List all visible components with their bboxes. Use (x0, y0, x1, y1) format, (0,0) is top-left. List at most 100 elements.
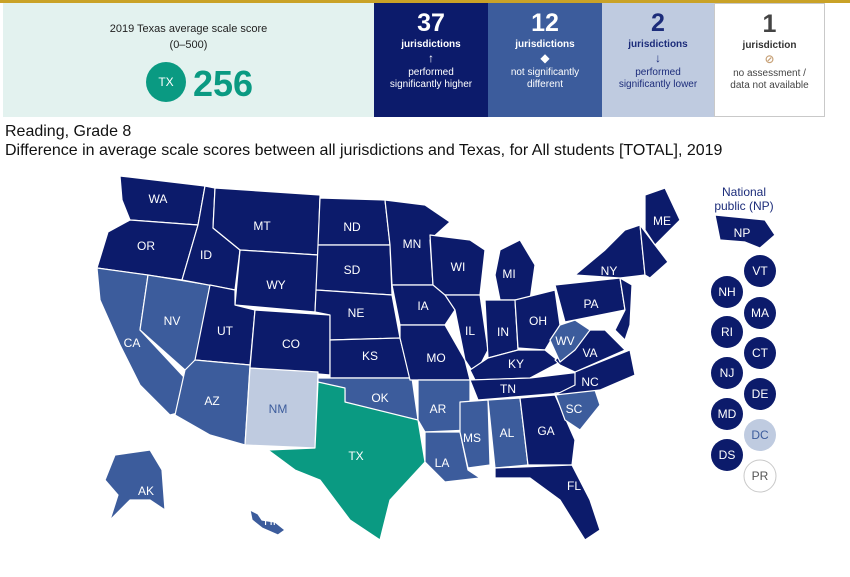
small-state-bubbles: VT NH MA RI CT NJ DE MD DC DS PR (711, 255, 777, 493)
state-HI[interactable] (249, 509, 286, 536)
state-NC[interactable] (554, 349, 636, 396)
label-NE: NE (348, 306, 365, 320)
label-RI: RI (721, 325, 733, 339)
label-OH: OH (529, 314, 547, 328)
bubble-VT[interactable] (744, 255, 776, 287)
label-ME: ME (653, 214, 671, 228)
state-MS[interactable] (459, 399, 491, 469)
bubble-DE[interactable] (744, 378, 776, 410)
no-data-icon: ⊘ (764, 52, 775, 66)
score-title: 2019 Texas average scale score (109, 23, 268, 35)
down-arrow-icon: ↓ (655, 51, 661, 65)
score-range: (0–500) (169, 39, 208, 51)
texas-score-value: 256 (193, 63, 254, 104)
category-desc: significantly lower (618, 79, 698, 90)
label-CT: CT (752, 346, 769, 360)
bubble-MD[interactable] (711, 398, 743, 430)
label-AK: AK (138, 484, 154, 498)
label-DS: DS (719, 448, 736, 462)
category-higher[interactable]: 37 jurisdictions ↑ performed significantl… (374, 3, 488, 117)
state-ME[interactable] (644, 187, 681, 246)
category-not-different[interactable]: 12 jurisdictions ◆ not significantly diff… (488, 3, 602, 117)
tx-badge: TX (146, 62, 186, 102)
state-GA[interactable] (519, 394, 576, 466)
label-KY: KY (508, 357, 524, 371)
diamond-icon: ◆ (540, 51, 550, 65)
state-TX[interactable] (267, 381, 426, 541)
label-SD: SD (344, 263, 361, 277)
label-ID: ID (200, 248, 212, 262)
label-WI: WI (451, 260, 466, 274)
label-NV: NV (164, 314, 181, 328)
label-HI: HI (264, 514, 276, 528)
label-NM: NM (269, 402, 288, 416)
state-AK[interactable] (104, 449, 181, 521)
label-WV: WV (555, 334, 574, 348)
np-title-line1: National (722, 185, 766, 199)
label-OK: OK (371, 391, 388, 405)
label-NY: NY (601, 264, 618, 278)
bubble-DC[interactable] (744, 419, 776, 451)
state-AZ[interactable] (174, 359, 251, 446)
category-count: 37 (417, 9, 445, 37)
category-lower[interactable]: 2 jurisdictions ↓ performed significantly… (602, 3, 714, 117)
label-MO: MO (426, 351, 445, 365)
label-OR: OR (137, 239, 155, 253)
label-KS: KS (362, 349, 378, 363)
category-unit: jurisdiction (742, 40, 797, 51)
label-VT: VT (752, 264, 768, 278)
bubble-NH[interactable] (711, 276, 743, 308)
state-WV[interactable] (549, 319, 591, 363)
category-count: 1 (762, 10, 777, 38)
category-desc: significantly higher (389, 79, 473, 90)
state-AR[interactable] (417, 379, 471, 433)
bubble-DS[interactable] (711, 439, 743, 471)
label-NP: NP (734, 226, 751, 240)
label-NJ: NJ (720, 366, 735, 380)
label-CO: CO (282, 337, 300, 351)
label-UT: UT (217, 324, 234, 338)
top-accent-rule (0, 0, 850, 3)
label-TX: TX (348, 449, 363, 463)
label-LA: LA (435, 456, 450, 470)
texas-score-panel: 2019 Texas average scale score (0–500) T… (3, 3, 374, 117)
state-new-england[interactable] (639, 224, 669, 279)
category-count: 2 (651, 9, 665, 37)
label-MD: MD (718, 407, 737, 421)
state-mid-atlantic[interactable] (614, 277, 633, 341)
label-TN: TN (500, 382, 516, 396)
state-FL[interactable] (494, 464, 601, 541)
category-desc: performed (635, 67, 681, 78)
summary-header: 2019 Texas average scale score (0–500) T… (3, 3, 825, 117)
label-ND: ND (343, 220, 361, 234)
label-NH: NH (718, 285, 735, 299)
chart-subject: Reading, Grade 8 (5, 123, 132, 140)
np-title-line2: public (NP) (714, 199, 773, 213)
national-public-map[interactable] (714, 214, 776, 249)
label-VA: VA (582, 346, 597, 360)
label-WY: WY (266, 278, 285, 292)
label-MI: MI (502, 267, 515, 281)
category-unit: jurisdictions (628, 39, 688, 50)
label-DE: DE (752, 387, 769, 401)
label-AZ: AZ (204, 394, 219, 408)
us-choropleth-map: WA OR CA NV ID MT WY UT CO AZ NM ND SD N… (96, 175, 777, 541)
bubble-NJ[interactable] (711, 357, 743, 389)
category-desc: performed (408, 67, 454, 78)
bubble-PR[interactable] (743, 459, 777, 493)
label-AL: AL (500, 426, 515, 440)
bubble-MA[interactable] (744, 297, 776, 329)
label-IL: IL (465, 324, 475, 338)
bubble-CT[interactable] (744, 337, 776, 369)
chart-description: Difference in average scale scores betwe… (5, 142, 723, 159)
label-CA: CA (124, 336, 141, 350)
label-MS: MS (463, 431, 481, 445)
category-no-data[interactable]: 1 jurisdiction ⊘ no assessment / data not… (714, 3, 825, 117)
label-MA: MA (751, 306, 769, 320)
label-GA: GA (537, 424, 554, 438)
bubble-RI[interactable] (711, 316, 743, 348)
label-PA: PA (583, 297, 598, 311)
category-desc: not significantly (510, 67, 580, 78)
label-DC: DC (751, 428, 769, 442)
category-desc: data not available (730, 80, 809, 91)
